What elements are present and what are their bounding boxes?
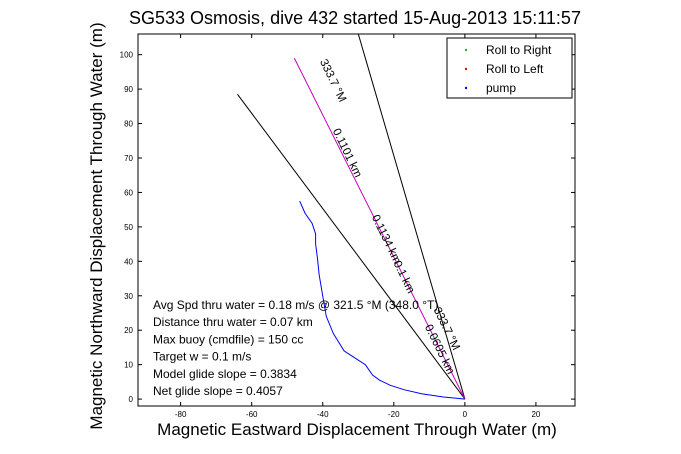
plot-lines bbox=[237, 34, 466, 400]
y-tick-label: 0 bbox=[129, 395, 134, 404]
y-axis-label: Magnetic Northward Displacement Through … bbox=[87, 22, 106, 429]
legend-marker-roll-right bbox=[464, 48, 468, 52]
legend-box bbox=[446, 37, 573, 99]
legend-marker-roll-left bbox=[464, 67, 468, 71]
y-tick-label: 40 bbox=[124, 257, 133, 266]
x-tick-label: -20 bbox=[388, 410, 400, 419]
y-tick-label: 50 bbox=[124, 223, 133, 232]
plot-frame bbox=[137, 33, 576, 407]
annotation-line: Model glide slope = 0.3834 bbox=[153, 367, 297, 381]
legend-label-pump: pump bbox=[486, 81, 516, 95]
y-tick-label: 90 bbox=[124, 85, 133, 94]
y-tick-label: 30 bbox=[124, 292, 133, 301]
y-tick-label: 60 bbox=[124, 188, 133, 197]
y-tick-label: 100 bbox=[120, 51, 134, 60]
bound-line-2 bbox=[357, 34, 466, 400]
glider-track-line bbox=[299, 200, 465, 400]
legend: Roll to Right Roll to Left pump bbox=[446, 37, 573, 99]
annotation-block: Avg Spd thru water = 0.18 m/s @ 321.5 °M… bbox=[153, 298, 438, 398]
legend-marker-pump bbox=[464, 86, 468, 90]
x-tick-label: -60 bbox=[246, 410, 258, 419]
y-tick-label: 80 bbox=[124, 120, 133, 129]
annotation-line: Avg Spd thru water = 0.18 m/s @ 321.5 °M… bbox=[153, 298, 438, 312]
bound-line-1 bbox=[237, 94, 466, 400]
y-tick-label: 10 bbox=[124, 361, 133, 370]
legend-label-roll-left: Roll to Left bbox=[486, 62, 544, 76]
annotation-line: Target w = 0.1 m/s bbox=[153, 350, 251, 364]
annotation-line: Distance thru water = 0.07 km bbox=[153, 315, 313, 329]
x-tick-label: -40 bbox=[317, 410, 329, 419]
y-tick-label: 20 bbox=[124, 326, 133, 335]
y-tick-label: 70 bbox=[124, 154, 133, 163]
axis-ticks: -80 -60 -40 -20 0 20 0 10 20 30 40 50 60 70 80 90 100 bbox=[120, 34, 575, 419]
x-tick-label: 20 bbox=[531, 410, 540, 419]
heading-line bbox=[293, 57, 466, 400]
x-tick-label: -80 bbox=[175, 410, 187, 419]
annotation-line: Net glide slope = 0.4057 bbox=[153, 384, 283, 398]
annotation-line: Max buoy (cmdfile) = 150 cc bbox=[153, 332, 303, 346]
legend-label-roll-right: Roll to Right bbox=[486, 43, 552, 57]
chart-title: SG533 Osmosis, dive 432 started 15-Aug-2… bbox=[129, 8, 581, 28]
x-tick-label: 0 bbox=[463, 410, 468, 419]
x-axis-label: Magnetic Eastward Displacement Through W… bbox=[157, 420, 557, 439]
